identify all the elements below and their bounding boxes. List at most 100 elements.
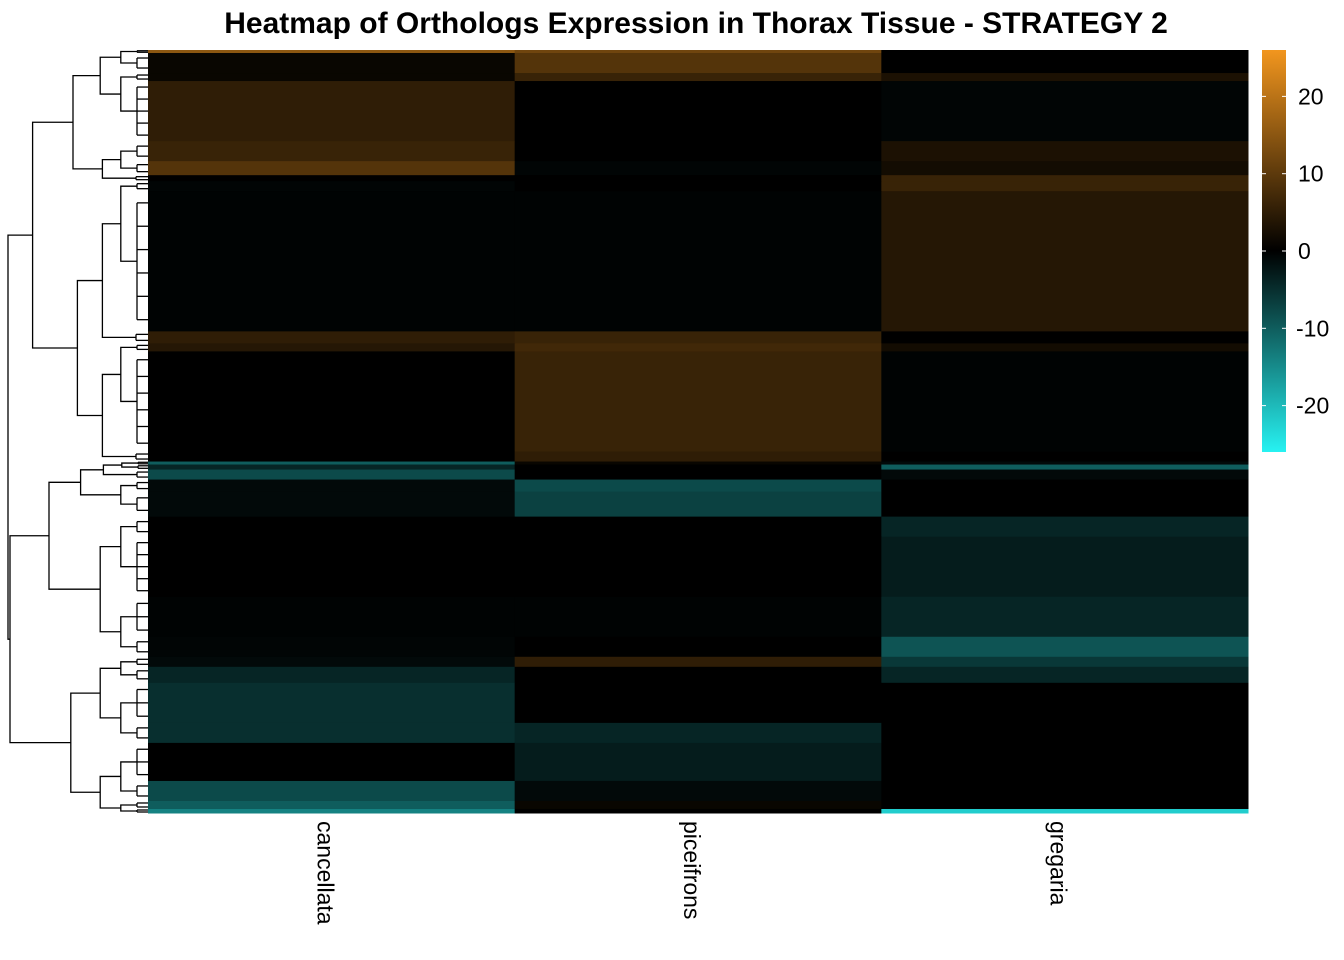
dendrogram-branch: [120, 76, 137, 112]
heatmap-cell: [148, 666, 516, 684]
heatmap-cell: [881, 161, 1249, 176]
dendrogram-branch: [99, 546, 121, 633]
dendrogram-branch: [76, 279, 103, 417]
heatmap-cell: [514, 596, 882, 638]
dendrogram-branch: [120, 702, 137, 734]
dendrogram-branch: [99, 667, 121, 719]
heatmap-cell: [148, 479, 516, 493]
heatmap-cell: [514, 331, 882, 344]
heatmap-cell: [881, 351, 1249, 453]
dendrogram-branch: [120, 346, 137, 403]
dendrogram-branch: [48, 481, 101, 590]
heatmap-cell: [514, 682, 882, 724]
heatmap-cell: [148, 656, 516, 668]
dendrogram-branch: [101, 373, 136, 458]
legend-tick-label: 10: [1298, 161, 1324, 187]
heatmap-cell: [881, 656, 1249, 668]
heatmap-cell: [148, 742, 516, 782]
heatmap-cells: [148, 50, 1249, 814]
legend-tick-label: -20: [1296, 393, 1329, 419]
heatmap-cell: [881, 343, 1249, 352]
heatmap-cell: [148, 451, 516, 463]
dendrogram-branch: [99, 56, 121, 95]
dendrogram-branch: [31, 121, 78, 349]
heatmap-cell: [881, 191, 1249, 332]
heatmap-cell: [881, 331, 1249, 344]
heatmap-cell: [881, 464, 1249, 471]
dendrogram-branch: [101, 223, 136, 339]
legend-tick-label: 20: [1298, 83, 1324, 109]
heatmap-cell: [148, 141, 516, 162]
dendrogram-branch: [120, 525, 137, 568]
heatmap-cell: [514, 161, 882, 176]
heatmap-cell: [148, 800, 516, 810]
dendrogram-branch: [120, 484, 137, 505]
heatmap-cell: [514, 175, 882, 182]
heatmap-cell: [881, 800, 1249, 810]
heatmap-cell: [881, 596, 1249, 638]
heatmap-cell: [514, 343, 882, 352]
heatmap-cell: [514, 191, 882, 332]
heatmap-cell: [881, 536, 1249, 598]
dendrogram-branch: [120, 661, 137, 676]
heatmap-cell: [881, 73, 1249, 82]
heatmap-cell: [881, 141, 1249, 162]
heatmap-cell: [148, 461, 516, 466]
heatmap-cell: [148, 682, 516, 724]
heatmap-cell: [881, 53, 1249, 74]
heatmap-cell: [514, 780, 882, 802]
dendrogram-branch: [120, 50, 137, 64]
heatmap-cell: [514, 722, 882, 744]
heatmap-cell: [881, 722, 1249, 744]
heatmap-cell: [881, 469, 1249, 481]
heatmap-cell: [148, 331, 516, 344]
heatmap-cell: [148, 722, 516, 744]
heatmap-cell: [514, 181, 882, 192]
heatmap-cell: [514, 81, 882, 142]
heatmap-cell: [881, 516, 1249, 538]
dendrogram-branch: [99, 775, 121, 809]
column-label: piceifrons: [679, 821, 705, 919]
heatmap-cell: [148, 175, 516, 182]
dendrogram-branch: [72, 75, 103, 170]
dendrogram-branch: [79, 469, 121, 496]
heatmap-cell: [514, 636, 882, 658]
heatmap-cell: [514, 808, 882, 814]
column-label: cancellata: [312, 821, 338, 925]
heatmap-cell: [881, 479, 1249, 493]
heatmap-cell: [148, 181, 516, 192]
heatmap-cell: [514, 742, 882, 782]
dendrogram-branch: [70, 692, 101, 793]
heatmap-cell: [514, 451, 882, 463]
dendrogram-branch: [121, 462, 138, 468]
heatmap-cell: [514, 469, 882, 481]
heatmap-cell: [881, 50, 1249, 54]
heatmap-cell: [148, 81, 516, 142]
heatmap-cell: [881, 682, 1249, 724]
heatmap-cell: [514, 800, 882, 810]
heatmap-cell: [148, 596, 516, 638]
row-dendrogram: [7, 50, 148, 813]
heatmap-cell: [148, 536, 516, 598]
legend-tick-label: -10: [1296, 315, 1329, 341]
dendrogram-branch: [120, 185, 137, 262]
heatmap-cell: [148, 191, 516, 332]
heatmap-cell: [881, 780, 1249, 802]
heatmap-cell: [148, 50, 516, 54]
heatmap-cell: [148, 351, 516, 453]
heatmap-cell: [514, 351, 882, 453]
heatmap-cell: [881, 666, 1249, 684]
heatmap-cell: [881, 491, 1249, 518]
heatmap-cell: [514, 491, 882, 518]
legend-tick-label: 0: [1298, 238, 1311, 264]
heatmap-cell: [514, 53, 882, 74]
heatmap-cell: [148, 73, 516, 82]
chart-title: Heatmap of Orthologs Expression in Thora…: [224, 7, 1168, 40]
heatmap-cell: [881, 636, 1249, 658]
dendrogram-branch: [120, 616, 137, 648]
heatmap-cell: [881, 742, 1249, 782]
heatmap-cell: [148, 469, 516, 481]
heatmap-cell: [514, 666, 882, 684]
heatmap-cell: [881, 81, 1249, 142]
